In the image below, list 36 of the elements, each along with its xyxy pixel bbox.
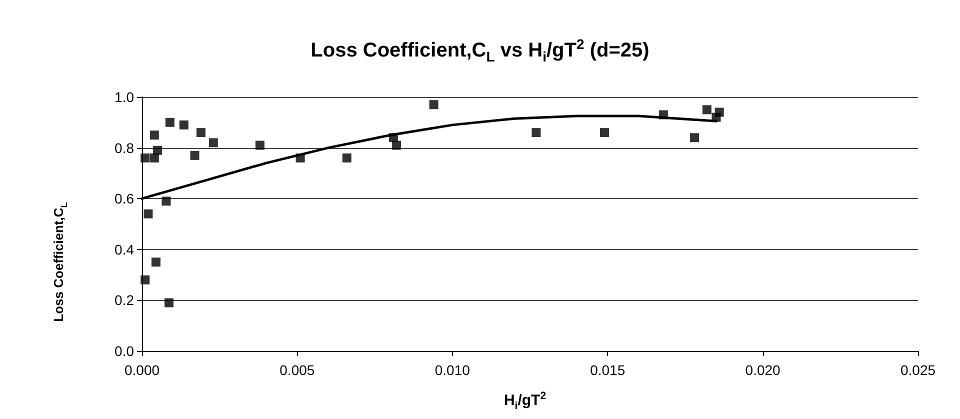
point bbox=[342, 153, 352, 162]
point bbox=[392, 140, 402, 150]
point bbox=[151, 258, 160, 267]
point bbox=[532, 128, 541, 138]
y-tick-label: 0.6 bbox=[114, 190, 134, 207]
x-tick-label: 0.025 bbox=[900, 362, 936, 378]
point bbox=[150, 130, 159, 140]
point bbox=[600, 128, 609, 138]
y-tick-label: 0.4 bbox=[114, 241, 134, 258]
point bbox=[714, 108, 724, 117]
point bbox=[165, 118, 174, 127]
y-tick-label: 1.0 bbox=[114, 89, 134, 105]
x-tick-label: 0.020 bbox=[745, 362, 781, 378]
chart-title: Loss Coefficient,C$_{L}$ vs H$_{i}$/gT$^{2}$ (d=25) bbox=[310, 36, 650, 65]
point bbox=[162, 196, 171, 206]
point bbox=[140, 153, 150, 162]
x-tick-label: 0.010 bbox=[434, 362, 470, 378]
point bbox=[690, 133, 700, 142]
x-tick-label: 0.000 bbox=[124, 362, 160, 378]
y-tick-label: 0.8 bbox=[114, 140, 134, 156]
y-tick-label: 0.2 bbox=[114, 292, 134, 308]
point bbox=[196, 128, 206, 138]
x-axis-title: H$_{i}$/gT$^{2}$ bbox=[502, 390, 548, 412]
point bbox=[190, 150, 200, 160]
point bbox=[153, 146, 162, 155]
point bbox=[179, 120, 188, 130]
point bbox=[208, 138, 218, 148]
point bbox=[140, 275, 150, 284]
x-tick-label: 0.015 bbox=[590, 362, 626, 378]
point bbox=[144, 209, 153, 218]
point bbox=[164, 298, 174, 308]
point bbox=[429, 100, 438, 110]
point bbox=[702, 105, 712, 114]
point bbox=[255, 140, 264, 150]
y-tick-label: 0.0 bbox=[114, 343, 134, 359]
x-tick-label: 0.005 bbox=[280, 362, 315, 378]
